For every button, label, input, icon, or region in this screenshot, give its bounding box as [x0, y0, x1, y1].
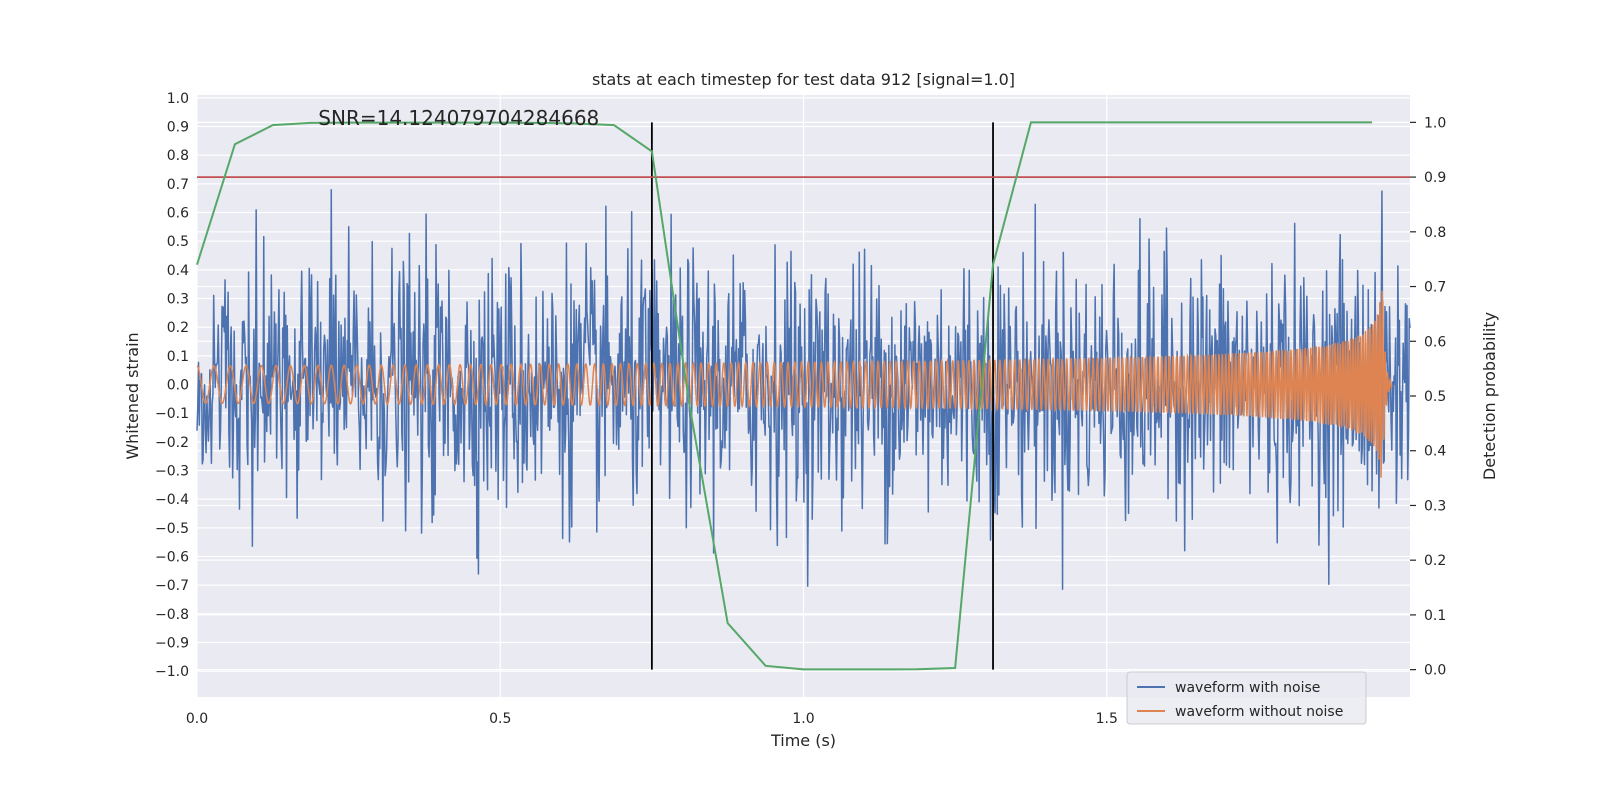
left-y-tick-label: −0.5 — [155, 521, 189, 537]
legend: waveform with noise waveform without noi… — [1126, 671, 1367, 725]
left-y-tick-label: 0.7 — [167, 177, 189, 193]
x-tick-label: 0.5 — [489, 711, 511, 727]
left-y-tick-label: 0.9 — [167, 120, 189, 136]
right-y-axis-ticks: 1.0 0.9 0.8 0.7 0.6 0.5 0.4 0.3 0.2 0.1 0.0 — [1410, 115, 1446, 679]
right-y-tick-label: 0.6 — [1424, 334, 1446, 350]
left-y-tick-label: −0.6 — [155, 550, 189, 566]
left-y-tick-label: −0.9 — [155, 636, 189, 652]
right-y-tick-label: 0.8 — [1424, 225, 1446, 241]
legend-label-waveform-with-noise: waveform with noise — [1175, 680, 1320, 696]
line-waveform-with-noise — [196, 188, 1411, 590]
right-y-tick-label: 0.1 — [1424, 608, 1446, 624]
left-y-tick-label: 0.3 — [167, 292, 189, 308]
left-y-tick-label: −0.3 — [155, 464, 189, 480]
legend-label-waveform-without-noise: waveform without noise — [1175, 704, 1343, 720]
right-y-tick-label: 1.0 — [1424, 115, 1446, 131]
x-axis-ticks: 0.0 0.5 1.0 1.5 — [186, 711, 1118, 727]
left-y-tick-label: 1.0 — [167, 91, 189, 107]
right-y-tick-label: 0.3 — [1424, 498, 1446, 514]
left-y-tick-label: 0.5 — [167, 234, 189, 250]
right-y-tick-label: 0.2 — [1424, 553, 1446, 569]
right-y-tick-label: 0.5 — [1424, 389, 1446, 405]
left-y-axis-ticks: 1.0 0.9 0.8 0.7 0.6 0.5 0.4 0.3 0.2 0.1 0.0 −0.1 −0.… — [155, 91, 189, 680]
line-waveform-without-noise — [196, 290, 1393, 478]
x-tick-label: 0.0 — [186, 711, 208, 727]
left-y-tick-label: 0.6 — [167, 206, 189, 222]
left-y-tick-label: −0.1 — [155, 406, 189, 422]
right-y-tick-label: 0.0 — [1424, 663, 1446, 679]
series-waveform-without-noise — [196, 290, 1393, 478]
right-y-axis-label: Detection probability — [1480, 312, 1499, 480]
right-y-tick-label: 0.4 — [1424, 444, 1446, 460]
vertical-markers — [650, 122, 994, 670]
left-y-tick-label: −0.2 — [155, 435, 189, 451]
right-y-tick-label: 0.9 — [1424, 170, 1446, 186]
left-y-tick-label: −0.8 — [155, 607, 189, 623]
left-y-tick-label: −1.0 — [155, 664, 189, 680]
snr-annotation: SNR=14.124079704284668 — [318, 106, 599, 130]
series-detection-probability — [196, 121, 1373, 671]
left-y-tick-label: 0.4 — [167, 263, 189, 279]
left-y-tick-label: 0.8 — [167, 148, 189, 164]
left-y-tick-label: 0.0 — [167, 378, 189, 394]
left-y-tick-label: −0.7 — [155, 578, 189, 594]
line-detection-probability — [196, 121, 1373, 671]
series-waveform-with-noise — [196, 188, 1411, 590]
x-tick-label: 1.0 — [792, 711, 814, 727]
chart-title: stats at each timestep for test data 912… — [592, 70, 1015, 89]
right-y-tick-label: 0.7 — [1424, 280, 1446, 296]
legend-box — [1126, 671, 1367, 725]
x-axis-label: Time (s) — [770, 731, 836, 750]
grid-lines — [196, 95, 1410, 697]
left-y-tick-label: 0.1 — [167, 349, 189, 365]
x-tick-label: 1.5 — [1096, 711, 1118, 727]
left-y-tick-label: −0.4 — [155, 492, 189, 508]
left-y-axis-label: Whitened strain — [123, 332, 142, 459]
left-y-tick-label: 0.2 — [167, 320, 189, 336]
